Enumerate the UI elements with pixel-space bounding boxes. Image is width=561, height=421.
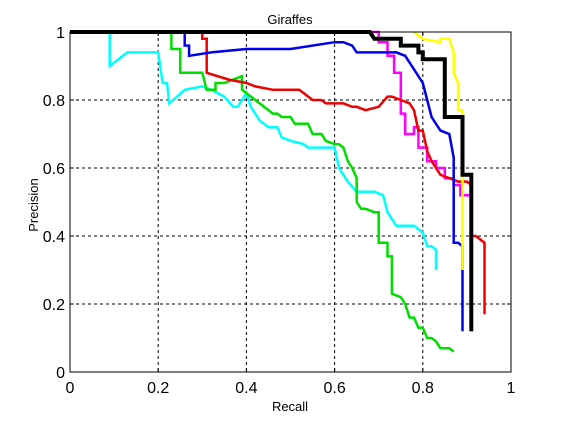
x-tick-label: 0.4 — [235, 380, 257, 397]
tick-labels: 0 0.2 0.4 0.6 0.8 1 0 0.2 0.4 0.6 0.8 1 — [43, 25, 516, 397]
x-axis-label: Recall — [272, 399, 308, 414]
series-line-3 — [170, 32, 455, 353]
series-line-5 — [183, 32, 464, 332]
series-line-7 — [70, 30, 474, 332]
series-line-4 — [201, 32, 486, 315]
y-tick-label: 0.4 — [43, 229, 65, 246]
chart-title: Giraffes — [267, 12, 313, 27]
x-tick-label: 0.8 — [412, 380, 434, 397]
x-tick-label: 0.6 — [323, 380, 345, 397]
x-tick-label: 0 — [66, 380, 75, 397]
series-line-2 — [108, 32, 438, 270]
y-tick-label: 0.6 — [43, 161, 65, 178]
y-tick-label: 0 — [56, 365, 65, 382]
y-tick-label: 1 — [56, 25, 65, 42]
x-tick-label: 1 — [507, 380, 516, 397]
x-tick-label: 0.2 — [147, 380, 169, 397]
series-group — [70, 30, 486, 353]
y-axis-label: Precision — [26, 178, 41, 231]
y-tick-label: 0.8 — [43, 93, 65, 110]
y-tick-label: 0.2 — [43, 297, 65, 314]
plot-frame — [69, 31, 512, 373]
